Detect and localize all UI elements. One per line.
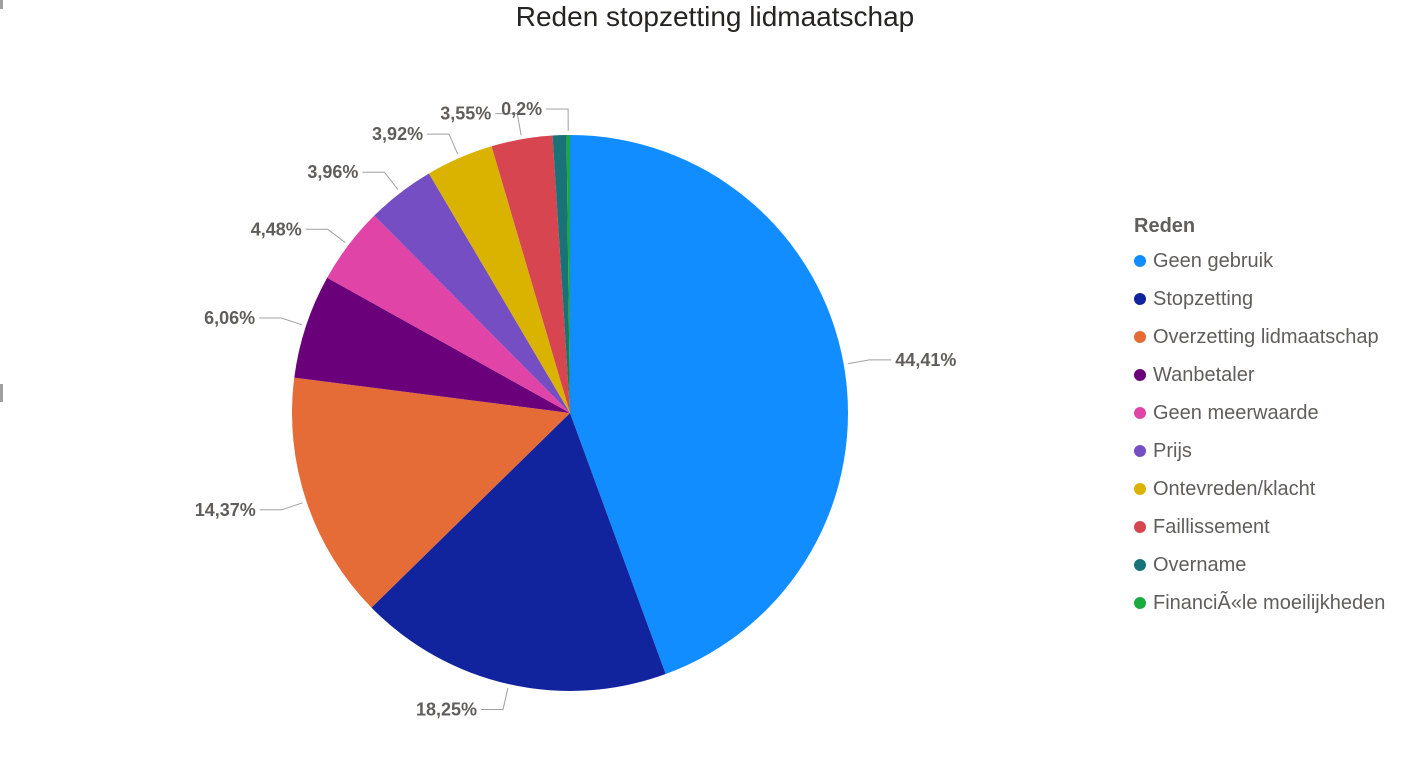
legend-dot-icon (1134, 293, 1146, 305)
pie-slice-geen-gebruik[interactable] (570, 134, 849, 675)
legend-label: Geen gebruik (1153, 249, 1274, 272)
data-label-ontevreden-klacht: 3,92% (372, 124, 423, 144)
legend-dot-icon (1134, 445, 1146, 457)
legend-item-overname[interactable]: Overname (1134, 546, 1385, 584)
legend-label: Geen meerwaarde (1153, 401, 1319, 424)
legend-label: Stopzetting (1153, 287, 1254, 310)
leader-line-stopzetting (481, 687, 509, 710)
legend-dot-icon (1134, 331, 1146, 343)
legend-dot-icon (1134, 521, 1146, 533)
leader-line-wanbetaler (259, 317, 303, 326)
legend-item-wanbetaler[interactable]: Wanbetaler (1134, 356, 1385, 394)
legend-dot-icon (1134, 369, 1146, 381)
data-label-overzetting-lidmaatschap: 14,37% (195, 500, 256, 520)
pie-slice-prijs[interactable] (374, 173, 570, 413)
legend-label: Wanbetaler (1153, 363, 1255, 386)
corner-mark-left (0, 384, 3, 402)
pie-slice-geen-meerwaarde[interactable] (327, 215, 570, 413)
legend-dot-icon (1134, 483, 1146, 495)
legend-item-ontevreden-klacht[interactable]: Ontevreden/klacht (1134, 470, 1385, 508)
leader-line-financi-le-moeilijkheden (546, 108, 569, 132)
legend-label: Prijs (1153, 439, 1192, 462)
leader-line-geen-meerwaarde (305, 228, 346, 243)
pie-slice-faillissement[interactable] (491, 135, 570, 414)
leader-line-overzetting-lidmaatschap (259, 502, 303, 511)
legend-item-prijs[interactable]: Prijs (1134, 432, 1385, 470)
legend-title: Reden (1134, 215, 1196, 237)
data-label-wanbetaler: 6,06% (204, 308, 255, 328)
leader-line-faillissement (495, 113, 522, 136)
legend-dot-icon (1134, 559, 1146, 571)
leader-line-prijs (362, 171, 399, 190)
legend-label: Overname (1153, 553, 1247, 576)
legend-dot-icon (1134, 597, 1146, 609)
data-label-stopzetting: 18,25% (416, 700, 477, 720)
legend-label: Faillissement (1153, 515, 1270, 538)
legend-label: Ontevreden/klacht (1153, 477, 1316, 500)
legend-item-overzetting-lidmaatschap[interactable]: Overzetting lidmaatschap (1134, 318, 1385, 356)
legend-label: FinanciÃ«le moeilijkheden (1153, 591, 1386, 614)
pie-slice-overname[interactable] (552, 135, 570, 413)
pie-slice-stopzetting[interactable] (371, 413, 666, 692)
pie-slice-financi-le-moeilijkheden[interactable] (566, 134, 570, 414)
leader-line-ontevreden-klacht (427, 133, 459, 155)
data-label-faillissement: 3,55% (440, 104, 491, 124)
legend-item-geen-gebruik[interactable]: Geen gebruik (1134, 242, 1385, 280)
data-label-prijs: 3,96% (307, 162, 358, 182)
legend-item-faillissement[interactable]: Faillissement (1134, 508, 1385, 546)
leader-line-geen-gebruik (847, 359, 892, 365)
legend-dot-icon (1134, 255, 1146, 267)
data-label-financi-le-moeilijkheden: 0,2% (501, 99, 542, 119)
pie-slice-wanbetaler[interactable] (294, 277, 570, 413)
pie-slice-overzetting-lidmaatschap[interactable] (292, 377, 570, 608)
legend-item-financi-le-moeilijkheden[interactable]: FinanciÃ«le moeilijkheden (1134, 584, 1385, 622)
data-label-geen-gebruik: 44,41% (895, 350, 956, 370)
corner-mark-top-left (0, 0, 3, 9)
legend-item-geen-meerwaarde[interactable]: Geen meerwaarde (1134, 394, 1385, 432)
data-label-geen-meerwaarde: 4,48% (251, 219, 302, 239)
legend-label: Overzetting lidmaatschap (1153, 325, 1379, 348)
chart-title: Reden stopzetting lidmaatschap (515, 1, 915, 32)
legend: Reden Geen gebruik Stopzetting Overzetting… (1134, 212, 1385, 622)
pie-slice-ontevreden-klacht[interactable] (428, 146, 570, 413)
legend-dot-icon (1134, 407, 1146, 419)
legend-item-stopzetting[interactable]: Stopzetting (1134, 280, 1385, 318)
